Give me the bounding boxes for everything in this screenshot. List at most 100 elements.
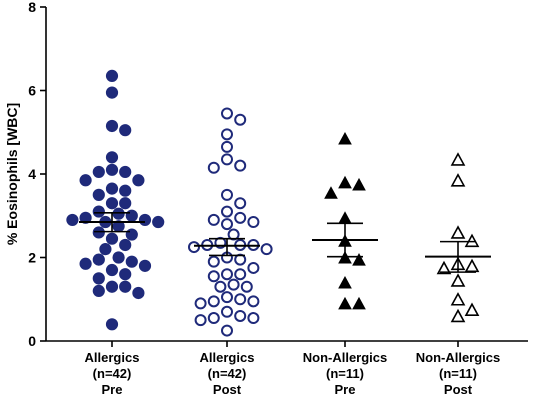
summary-layer xyxy=(79,212,491,273)
data-point xyxy=(221,153,233,166)
data-point xyxy=(338,276,352,289)
data-point xyxy=(188,241,200,254)
data-point xyxy=(125,228,138,241)
data-point xyxy=(221,324,233,337)
labels-layer: % Eosinophils [WBC]Allergics(n=42)PreAll… xyxy=(4,103,500,397)
data-point xyxy=(234,309,247,322)
data-point xyxy=(450,152,466,166)
data-point xyxy=(112,207,125,220)
data-point xyxy=(119,197,132,210)
data-point xyxy=(92,284,105,297)
data-point xyxy=(105,263,119,277)
data-point xyxy=(324,186,338,199)
data-point xyxy=(105,197,119,210)
data-point xyxy=(352,296,366,310)
data-point xyxy=(247,261,260,274)
data-point xyxy=(92,205,105,218)
data-point xyxy=(119,238,132,252)
data-point xyxy=(138,259,152,272)
data-point xyxy=(79,211,92,224)
data-point xyxy=(79,257,92,270)
data-point xyxy=(234,159,247,172)
data-point xyxy=(105,119,119,133)
data-point xyxy=(464,233,480,248)
data-point xyxy=(79,174,92,187)
data-point xyxy=(234,113,247,126)
axes-layer: 0 2 4 6 8 xyxy=(28,0,528,349)
data-point xyxy=(352,177,366,191)
data-point xyxy=(338,175,352,189)
data-point xyxy=(221,305,233,318)
data-point xyxy=(234,253,247,266)
data-point xyxy=(125,209,138,222)
data-point xyxy=(260,243,273,256)
data-point xyxy=(464,302,480,316)
data-point xyxy=(207,213,220,226)
y-tick-label: 0 xyxy=(28,333,36,349)
data-point xyxy=(450,292,466,306)
y-tick-label: 4 xyxy=(28,166,36,182)
data-point xyxy=(214,280,227,293)
data-point xyxy=(92,226,105,239)
marks-layer xyxy=(66,69,480,337)
data-point xyxy=(152,215,165,229)
data-point xyxy=(352,253,366,266)
data-point xyxy=(92,188,105,201)
data-point xyxy=(119,124,132,137)
x-category-label: Non-Allergics xyxy=(416,350,501,365)
data-point xyxy=(221,291,233,304)
y-tick-label: 2 xyxy=(28,250,36,266)
x-category-label: Post xyxy=(444,382,473,397)
data-point xyxy=(105,163,119,176)
data-point xyxy=(221,188,233,201)
data-point xyxy=(119,280,132,293)
data-point xyxy=(125,255,138,268)
data-point xyxy=(247,216,260,229)
data-point xyxy=(138,213,152,227)
data-point xyxy=(450,173,466,187)
data-point xyxy=(227,278,240,291)
data-point xyxy=(105,232,119,245)
data-point xyxy=(234,197,247,210)
data-point xyxy=(105,86,119,99)
x-category-label: (n=42) xyxy=(208,366,247,381)
x-category-label: Post xyxy=(213,382,242,397)
x-category-label: Allergics xyxy=(85,350,140,365)
x-category-label: Pre xyxy=(335,382,356,397)
data-point xyxy=(119,268,132,281)
data-point xyxy=(105,182,119,195)
data-point xyxy=(464,258,480,273)
data-point xyxy=(227,228,240,241)
data-point xyxy=(234,293,247,306)
x-category-label: Non-Allergics xyxy=(303,350,388,365)
data-point xyxy=(338,211,352,224)
data-point xyxy=(105,318,119,331)
x-category-label: (n=11) xyxy=(439,366,477,381)
data-point xyxy=(221,205,233,218)
data-point xyxy=(338,131,352,145)
data-point xyxy=(132,286,145,300)
data-point xyxy=(99,243,112,256)
data-point xyxy=(247,312,260,325)
data-point xyxy=(105,69,119,82)
data-point xyxy=(338,296,352,310)
data-point xyxy=(112,251,125,264)
data-point xyxy=(338,250,352,264)
data-point xyxy=(92,165,105,179)
data-point xyxy=(450,225,466,239)
y-tick-label: 6 xyxy=(28,83,36,99)
data-point xyxy=(194,314,207,327)
data-point xyxy=(92,253,105,266)
data-point xyxy=(234,211,247,224)
data-point xyxy=(132,174,145,187)
data-point xyxy=(207,295,220,308)
x-category-label: Allergics xyxy=(200,350,255,365)
data-point xyxy=(450,308,466,323)
data-point xyxy=(207,255,220,268)
y-axis-title: % Eosinophils [WBC] xyxy=(4,103,20,245)
data-point xyxy=(66,213,79,227)
data-point xyxy=(247,295,260,308)
data-point xyxy=(221,140,233,153)
